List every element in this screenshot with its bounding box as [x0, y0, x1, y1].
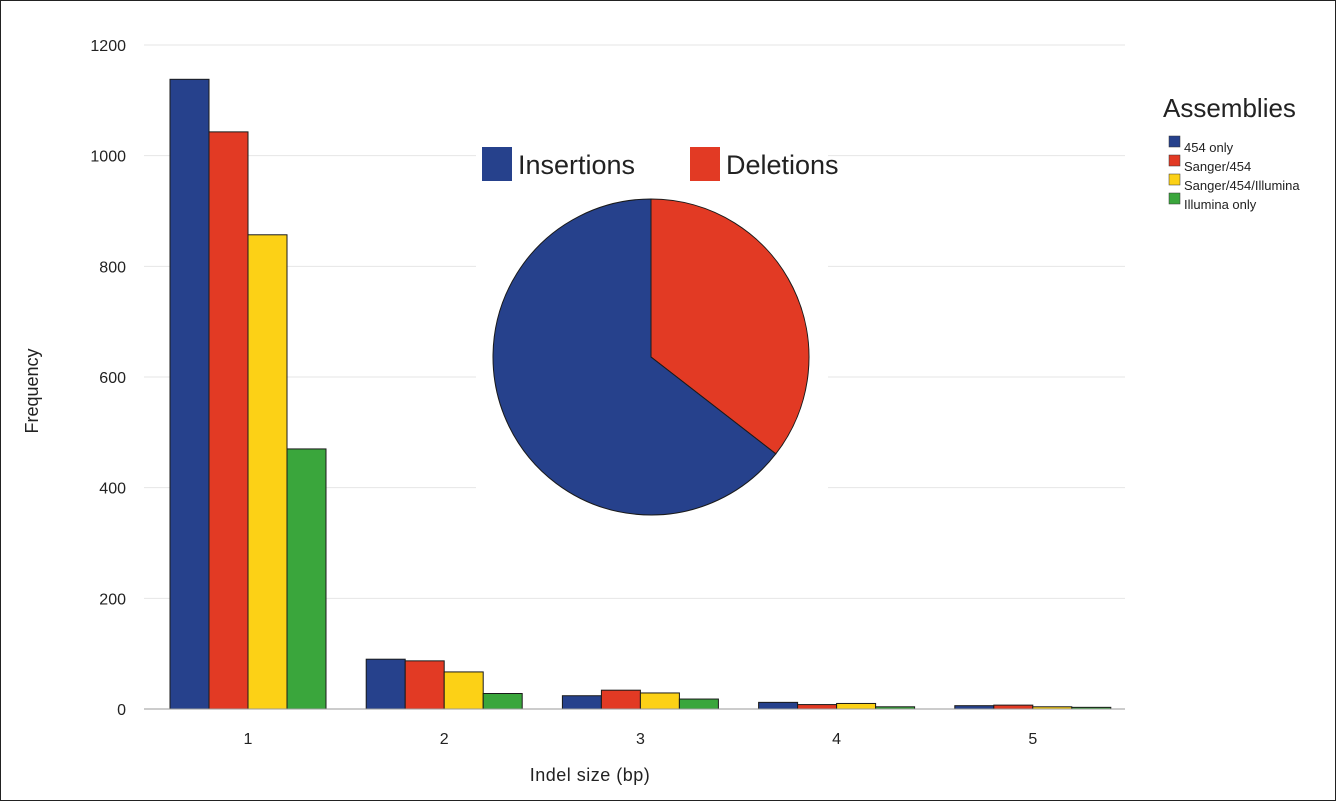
x-tick-label: 2 [440, 731, 449, 748]
bar-sanger-454-4 [797, 704, 838, 710]
pie-legend-label-deletions: Deletions [726, 150, 839, 180]
y-tick-label: 1200 [90, 38, 126, 55]
x-tick-label: 5 [1028, 731, 1037, 748]
x-axis-ticks: 1 2 3 4 5 [244, 731, 1038, 748]
bar-illumina-only-3 [678, 698, 719, 710]
legend-label-454-only: 454 only [1184, 140, 1234, 155]
bar-sanger-454-5 [993, 704, 1034, 710]
bar-sanger-454-3 [600, 689, 641, 710]
legend-swatch-sanger-454-illumina [1168, 173, 1181, 186]
legend-swatch-sanger-454 [1168, 154, 1181, 167]
bar-sanger-454-illumina-3 [639, 692, 680, 710]
bar-sanger-454-1 [208, 131, 249, 710]
bar-sanger-454-illumina-2 [443, 671, 484, 710]
y-axis-label: Frequency [22, 348, 42, 433]
bar-series [169, 78, 1112, 710]
pie-legend-label-insertions: Insertions [518, 150, 635, 180]
bar-sanger-454-2 [404, 660, 445, 710]
pie-slice-insertions [492, 198, 777, 516]
y-tick-label: 200 [99, 591, 126, 608]
legend-label-sanger-454: Sanger/454 [1184, 159, 1251, 174]
bar-illumina-only-1 [286, 448, 327, 710]
legend-label-illumina-only: Illumina only [1184, 197, 1257, 212]
bar-454-only-1 [169, 78, 210, 710]
x-tick-label: 3 [636, 731, 645, 748]
bar-illumina-only-2 [482, 693, 523, 710]
y-tick-label: 0 [117, 702, 126, 719]
y-tick-label: 1000 [90, 149, 126, 166]
bar-454-only-4 [758, 701, 799, 710]
x-tick-label: 4 [832, 731, 841, 748]
bar-454-only-2 [365, 658, 406, 710]
y-tick-label: 400 [99, 481, 126, 498]
bar-454-only-3 [561, 695, 602, 710]
bar-sanger-454-illumina-4 [836, 702, 877, 710]
legend-swatch-454-only [1168, 135, 1181, 148]
y-tick-label: 800 [99, 259, 126, 276]
legend-swatch-illumina-only [1168, 192, 1181, 205]
bar-sanger-454-illumina-1 [247, 234, 288, 710]
legend-label-sanger-454-illumina: Sanger/454/Illumina [1184, 178, 1300, 193]
pie-slice-deletions [650, 198, 810, 455]
pie-legend-swatch-insertions [482, 147, 512, 181]
y-tick-label: 600 [99, 370, 126, 387]
assemblies-legend: Assemblies 454 only Sanger/454 Sanger/454/… [1163, 93, 1300, 212]
pie-chart [492, 198, 810, 516]
pie-legend: Insertions Deletions [482, 147, 839, 181]
y-axis-ticks: 0 200 400 600 800 1000 1200 [90, 38, 126, 719]
x-tick-label: 1 [244, 731, 253, 748]
pie-legend-swatch-deletions [690, 147, 720, 181]
legend-title: Assemblies [1163, 93, 1296, 123]
x-axis-label: Indel size (bp) [530, 765, 651, 785]
